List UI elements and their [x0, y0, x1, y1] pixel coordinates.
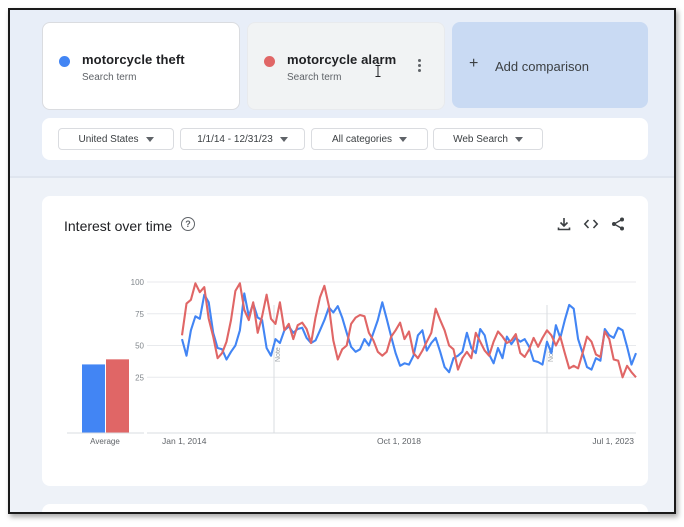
dropdown-caret-icon — [279, 136, 288, 142]
date-range-dropdown[interactable]: 1/1/14 - 12/31/23 — [180, 128, 305, 150]
x-tick-label: Jul 1, 2023 — [592, 436, 634, 446]
series-color-dot — [59, 56, 70, 67]
average-bar — [106, 359, 129, 433]
search-term-name[interactable]: motorcycle theft — [82, 52, 185, 67]
series-color-dot — [264, 56, 275, 67]
filter-bar: United States 1/1/14 - 12/31/23 All cate… — [42, 118, 648, 160]
next-section-card — [42, 504, 648, 512]
interest-over-time-card: Interest over time ? 100 75 50 25 Note Note Ja… — [42, 196, 648, 486]
search-type-value: Web Search — [453, 133, 508, 145]
search-type-dropdown[interactable]: Web Search — [433, 128, 543, 150]
average-label: Average — [90, 437, 120, 446]
section-divider — [10, 176, 674, 178]
region-value: United States — [78, 133, 139, 145]
date-range-value: 1/1/14 - 12/31/23 — [197, 133, 273, 145]
plus-icon: + — [469, 55, 479, 72]
add-comparison-label: Add comparison — [495, 59, 589, 74]
download-icon[interactable] — [556, 216, 572, 232]
category-dropdown[interactable]: All categories — [311, 128, 428, 150]
interest-over-time-chart: 100 75 50 25 Note Note Jan 1, 2014 Oct 1, 2018 J… — [67, 278, 637, 446]
search-term-subtitle: Search term — [82, 72, 137, 83]
region-dropdown[interactable]: United States — [58, 128, 174, 150]
search-term-card-2[interactable]: motorcycle alarm Search term — [247, 22, 445, 110]
chart-title: Interest over time — [64, 218, 173, 234]
add-comparison-button[interactable]: + Add comparison — [452, 22, 648, 108]
more-options-icon[interactable] — [418, 59, 422, 74]
x-tick-label: Jan 1, 2014 — [162, 436, 207, 446]
dropdown-caret-icon — [514, 136, 523, 142]
app-frame: motorcycle theft Search term motorcycle … — [8, 8, 676, 514]
embed-code-icon[interactable] — [583, 216, 599, 232]
search-term-subtitle: Search term — [287, 72, 342, 83]
search-term-card-1[interactable]: motorcycle theft Search term — [42, 22, 240, 110]
y-tick-label: 100 — [131, 278, 145, 287]
note-marker-label: Note — [548, 347, 555, 362]
series-line — [180, 282, 637, 379]
y-tick-label: 75 — [135, 310, 144, 319]
dropdown-caret-icon — [399, 136, 408, 142]
dropdown-caret-icon — [145, 136, 154, 142]
y-tick-label: 50 — [135, 342, 144, 351]
average-bar — [82, 364, 105, 433]
help-icon[interactable]: ? — [181, 217, 195, 231]
share-icon[interactable] — [610, 216, 626, 232]
text-cursor-icon — [375, 65, 381, 77]
category-value: All categories — [331, 133, 393, 145]
x-tick-label: Oct 1, 2018 — [377, 436, 421, 446]
note-marker-label: Note — [275, 347, 282, 362]
search-term-name[interactable]: motorcycle alarm — [287, 52, 397, 67]
y-tick-label: 25 — [135, 373, 144, 382]
